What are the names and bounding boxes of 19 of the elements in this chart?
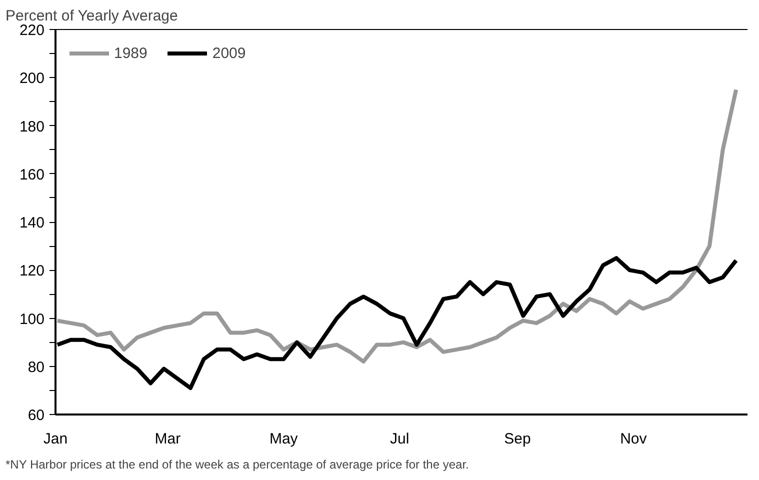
x-tick-label: Jul [390,430,410,448]
y-tick-label: 60 [28,407,45,424]
y-tick-label: 100 [19,310,45,328]
legend-label: 2009 [212,44,246,62]
y-axis-title: Percent of Yearly Average [6,8,178,24]
y-tick-label: 180 [19,118,45,136]
x-tick-label: Mar [154,430,181,448]
y-tick-label: 200 [19,70,45,88]
text: *NY Harbor prices at the end of the week as a percentage of average price for the year. [6,458,469,472]
legend-label: 1989 [114,44,148,62]
y-tick-label: 220 [19,22,45,39]
x-tick-label: Sep [504,430,531,448]
x-tick-label: May [269,430,298,448]
y-tick-label: 120 [19,262,45,280]
x-tick-label: Jan [43,430,68,448]
x-tick-label: Nov [620,430,648,448]
y-tick-label: 80 [28,358,45,376]
y-tick-label: 140 [19,214,45,232]
y-tick-label: 160 [19,166,45,184]
